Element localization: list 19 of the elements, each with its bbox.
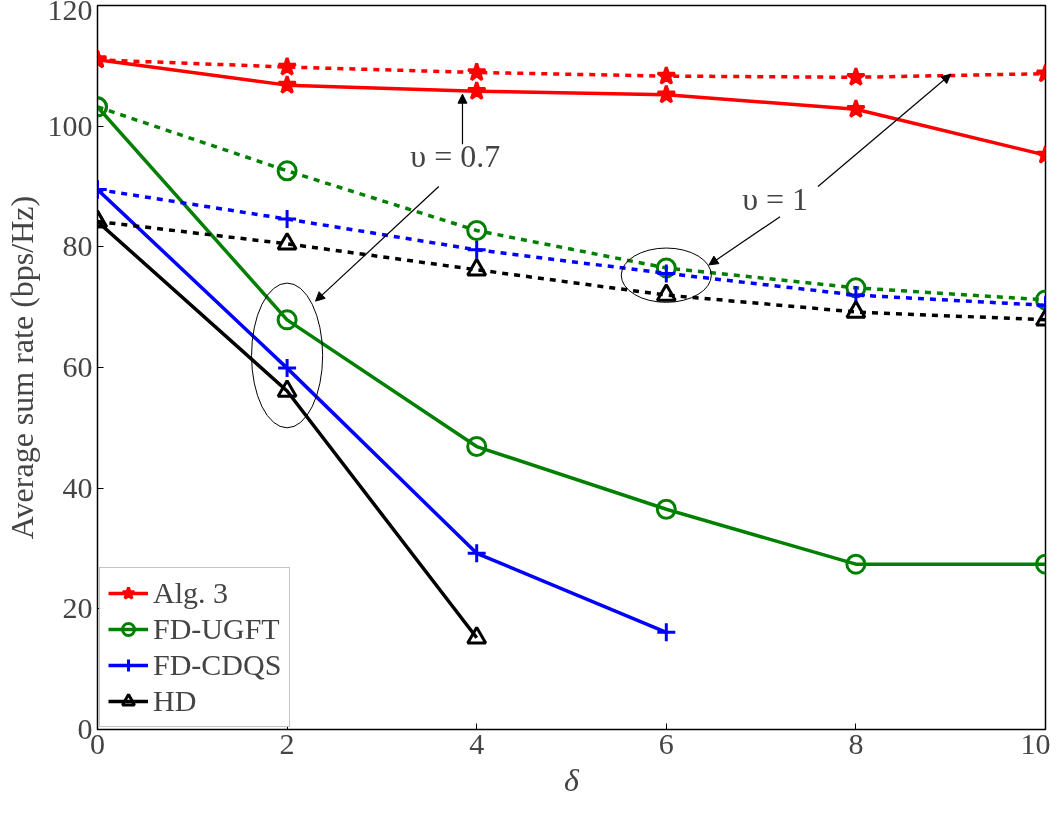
- x-tick-label: 8: [848, 726, 864, 760]
- legend-label: Alg. 3: [153, 576, 228, 610]
- y-tick-label: 100: [47, 108, 93, 142]
- x-tick-label: 2: [279, 726, 295, 760]
- legend-label: HD: [153, 684, 197, 718]
- y-tick-label: 20: [62, 591, 93, 625]
- x-axis-title: δ: [564, 761, 581, 798]
- x-tick-label: 4: [469, 726, 485, 760]
- annotation: υ = 1: [742, 180, 809, 217]
- x-tick-label: 10: [1020, 726, 1051, 760]
- y-tick-label: 60: [62, 350, 93, 383]
- legend-label: FD-CDQS: [153, 648, 282, 682]
- y-tick-label: 80: [62, 229, 93, 263]
- y-tick-label: 120: [47, 0, 93, 26]
- annotation: υ = 0.7: [410, 138, 501, 175]
- y-tick-label: 40: [62, 470, 93, 504]
- x-tick-label: 6: [658, 726, 674, 760]
- legend-label: FD-UGFT: [153, 612, 280, 646]
- y-axis-title: Average sum rate (bps/Hz): [3, 195, 40, 540]
